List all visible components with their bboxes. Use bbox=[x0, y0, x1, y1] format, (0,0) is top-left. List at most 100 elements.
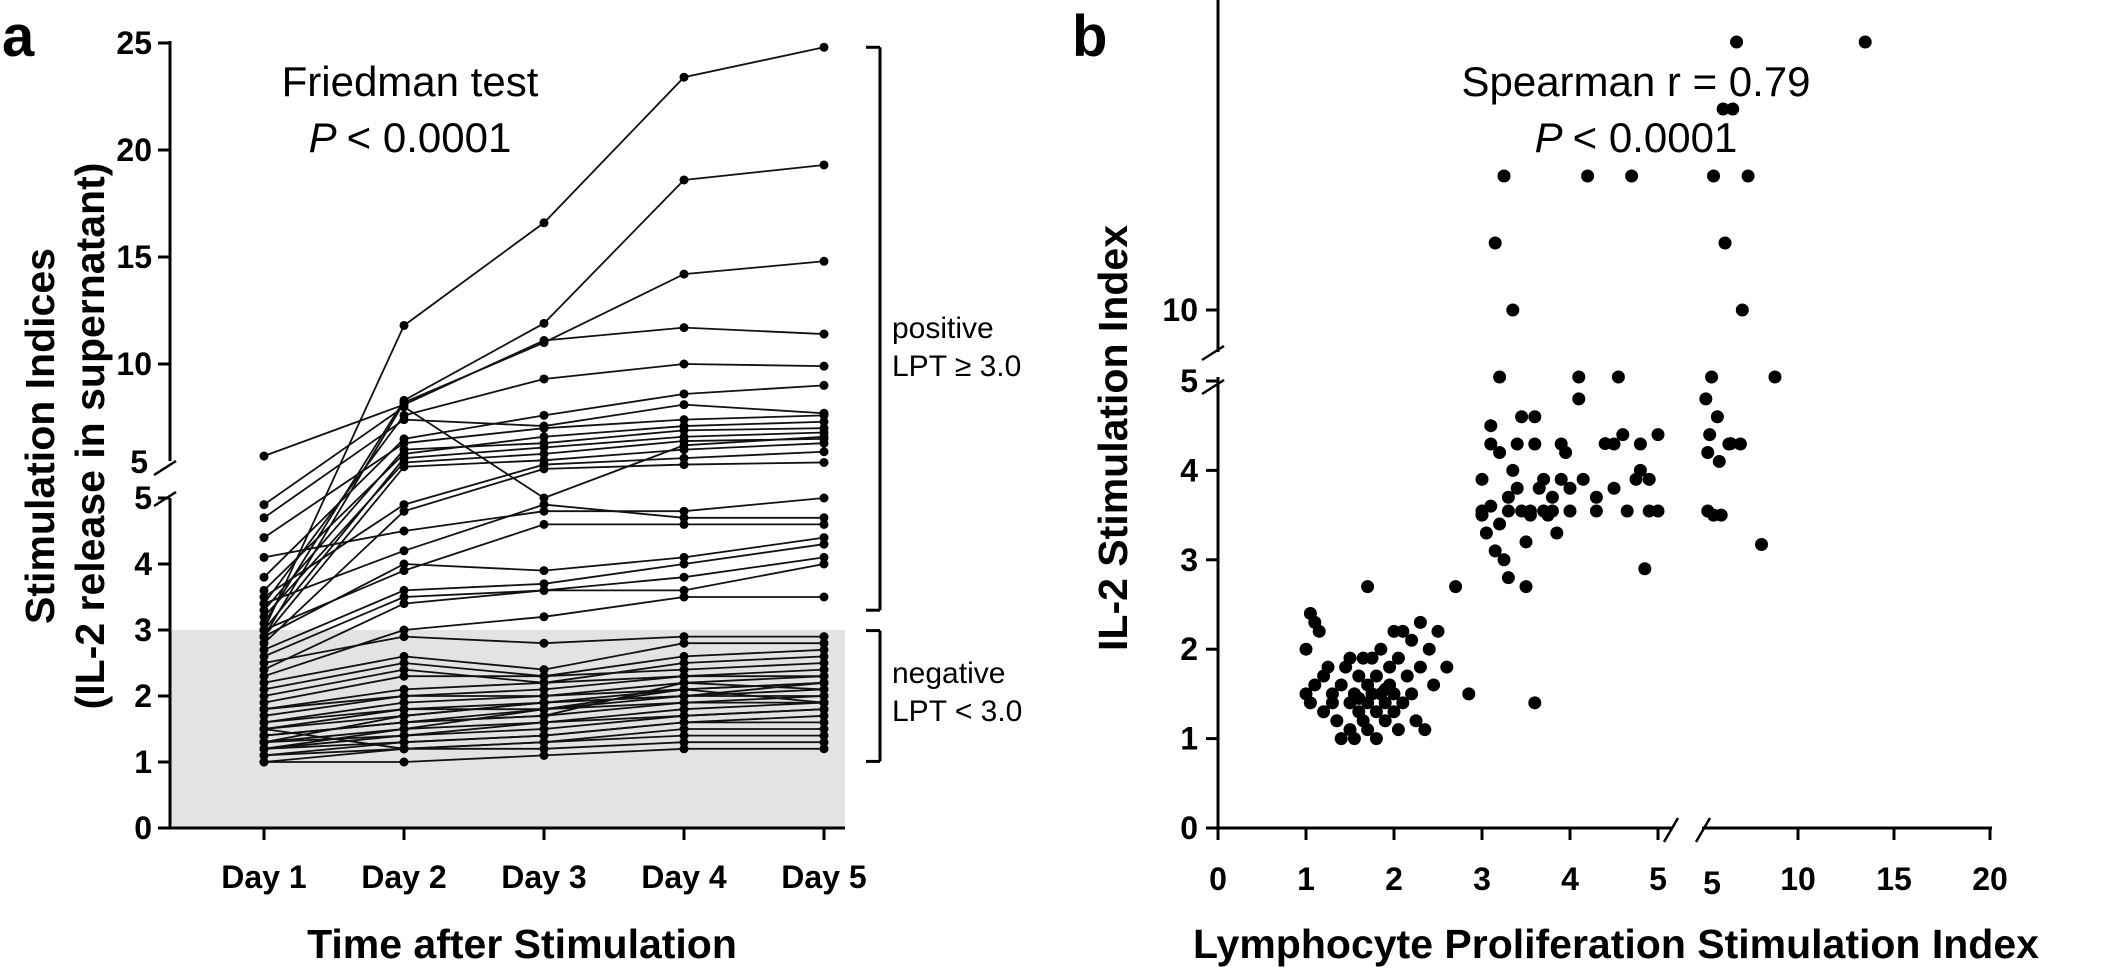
scatter-point bbox=[1347, 732, 1361, 746]
scatter-point bbox=[1741, 169, 1755, 183]
subject-point bbox=[539, 423, 549, 433]
negative-threshold-label: LPT < 3.0 bbox=[892, 695, 1022, 728]
negative-label: negative bbox=[892, 657, 1005, 690]
panel-a-p-symbol: P bbox=[309, 114, 337, 161]
subject-point bbox=[819, 361, 829, 371]
subject-point bbox=[539, 579, 549, 589]
subject-point bbox=[679, 359, 689, 369]
subject-point bbox=[399, 744, 409, 754]
scatter-point bbox=[1493, 370, 1507, 384]
scatter-point bbox=[1735, 303, 1749, 317]
scatter-point bbox=[1730, 35, 1744, 49]
subject-point bbox=[819, 42, 829, 52]
subject-point bbox=[819, 410, 829, 420]
scatter-point bbox=[1413, 615, 1427, 629]
subject-point bbox=[259, 691, 269, 701]
panel-b-axes: 01234510203040500123455101520 bbox=[1162, 0, 2008, 901]
scatter-point bbox=[1387, 705, 1401, 719]
subject-point bbox=[259, 665, 269, 675]
subject-point bbox=[259, 533, 269, 543]
scatter-point bbox=[1317, 705, 1331, 719]
scatter-point bbox=[1699, 392, 1713, 406]
subject-point bbox=[539, 335, 549, 345]
scatter-point bbox=[1369, 705, 1383, 719]
subject-point bbox=[399, 500, 409, 510]
subject-point bbox=[539, 218, 549, 228]
panel-a-x-tick-label: Day 3 bbox=[501, 859, 586, 895]
scatter-point bbox=[1705, 370, 1719, 384]
subject-point bbox=[819, 592, 829, 602]
subject-point bbox=[819, 539, 829, 549]
scatter-point bbox=[1405, 633, 1419, 647]
subject-point bbox=[539, 410, 549, 420]
scatter-point bbox=[1374, 642, 1388, 656]
subject-point bbox=[259, 451, 269, 461]
subject-point bbox=[539, 638, 549, 648]
scatter-point bbox=[1703, 428, 1717, 442]
scatter-point bbox=[1383, 660, 1397, 674]
subject-point bbox=[399, 506, 409, 516]
scatter-point bbox=[1365, 651, 1379, 665]
panel-a-y-tick-label: 5 bbox=[130, 444, 148, 480]
scatter-point bbox=[1528, 696, 1542, 710]
scatter-point bbox=[1714, 508, 1728, 522]
subject-point bbox=[399, 691, 409, 701]
scatter-point bbox=[1493, 446, 1507, 460]
subject-point bbox=[819, 552, 829, 562]
subject-point bbox=[539, 449, 549, 459]
subject-point bbox=[399, 717, 409, 727]
scatter-point bbox=[1651, 428, 1665, 442]
subject-point bbox=[819, 632, 829, 642]
panel-a-x-tick-label: Day 1 bbox=[221, 859, 306, 895]
subject-point bbox=[819, 559, 829, 569]
scatter-point bbox=[1369, 669, 1383, 683]
scatter-point bbox=[1718, 236, 1732, 250]
subject-point bbox=[819, 665, 829, 675]
scatter-point bbox=[1488, 544, 1502, 558]
subject-line bbox=[263, 164, 825, 624]
scatter-point bbox=[1501, 490, 1515, 504]
scatter-point bbox=[1449, 580, 1463, 594]
subject-point bbox=[259, 618, 269, 628]
panel-a-y-axis-label-line2: (IL-2 release in supernatant) bbox=[67, 163, 113, 710]
subject-point bbox=[539, 671, 549, 681]
subject-point bbox=[679, 691, 689, 701]
panel-a-y-axis-label-line1: Stimulation Indices bbox=[17, 248, 63, 624]
scatter-point bbox=[1501, 571, 1515, 585]
panel-a-letter: a bbox=[2, 4, 35, 69]
panel-b-chart: b 01234510203040500123455101520 Lymphocy… bbox=[1072, 0, 2039, 967]
scatter-point bbox=[1391, 723, 1405, 737]
scatter-point bbox=[1572, 392, 1586, 406]
scatter-point bbox=[1462, 687, 1476, 701]
subject-point bbox=[259, 572, 269, 582]
subject-point bbox=[539, 318, 549, 328]
panel-b-y-tick-label: 2 bbox=[1180, 631, 1198, 667]
subject-point bbox=[819, 684, 829, 694]
subject-point bbox=[399, 592, 409, 602]
scatter-point bbox=[1308, 678, 1322, 692]
panel-a-y-tick-label: 5 bbox=[134, 480, 152, 516]
panel-a-y-tick-label: 10 bbox=[116, 346, 152, 382]
subject-point bbox=[679, 717, 689, 727]
subject-point bbox=[679, 638, 689, 648]
subject-point bbox=[819, 329, 829, 339]
subject-point bbox=[399, 684, 409, 694]
subject-point bbox=[819, 417, 829, 427]
subject-point bbox=[399, 445, 409, 455]
scatter-point bbox=[1387, 624, 1401, 638]
subject-point bbox=[259, 757, 269, 767]
subject-point bbox=[399, 526, 409, 536]
scatter-point bbox=[1724, 437, 1738, 451]
scatter-point bbox=[1484, 419, 1498, 433]
subject-point bbox=[399, 320, 409, 330]
subject-point bbox=[539, 704, 549, 714]
subject-point bbox=[399, 671, 409, 681]
subject-point bbox=[539, 566, 549, 576]
subject-point bbox=[819, 691, 829, 701]
subject-point bbox=[539, 750, 549, 760]
panel-b-y-tick-label: 1 bbox=[1180, 721, 1198, 757]
scatter-point bbox=[1768, 370, 1782, 384]
subject-point bbox=[539, 698, 549, 708]
scatter-point bbox=[1528, 410, 1542, 424]
subject-point bbox=[819, 645, 829, 655]
